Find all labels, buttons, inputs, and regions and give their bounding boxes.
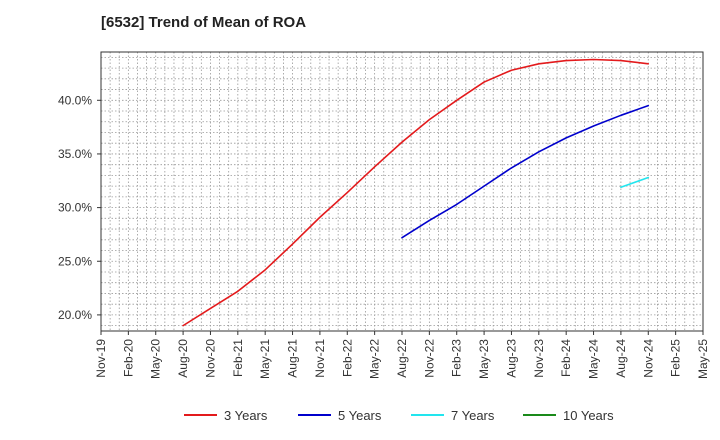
legend: 3 Years 5 Years 7 Years 10 Years (184, 408, 614, 423)
x-tick-label: Aug-20 (176, 339, 190, 378)
x-tick-label: May-24 (587, 339, 601, 379)
x-tick-label: Feb-24 (559, 339, 573, 377)
chart-title: [6532] Trend of Mean of ROA (101, 14, 307, 31)
plot-area (100, 51, 704, 332)
x-tick-label: Nov-24 (641, 339, 655, 378)
x-tick-label: May-23 (477, 339, 491, 379)
series-line-5-years (401, 104, 650, 239)
axes: 20.0% 25.0% 30.0% 35.0% 40.0% Nov-19 Feb-20 May… (58, 93, 710, 379)
series-lines (182, 58, 650, 327)
legend-label-3-years: 3 Years (224, 408, 268, 423)
x-tick-label: Aug-22 (395, 339, 409, 378)
legend-label-7-years: 7 Years (451, 408, 495, 423)
x-tick-label: Feb-21 (231, 339, 245, 377)
legend-label-5-years: 5 Years (338, 408, 382, 423)
series-line-3-years (182, 58, 650, 327)
x-tick-label: Nov-22 (422, 339, 436, 378)
x-tick-label: May-22 (368, 339, 382, 379)
series-line-7-years (620, 176, 650, 189)
x-tick-label: Nov-20 (203, 339, 217, 378)
x-tick-label: Aug-24 (614, 339, 628, 378)
grid (101, 52, 703, 331)
x-tick-label: Aug-23 (504, 339, 518, 378)
y-tick-label: 25.0% (58, 254, 92, 268)
x-tick-label: Nov-21 (313, 339, 327, 378)
x-tick-label: Feb-23 (450, 339, 464, 377)
y-tick-label: 35.0% (58, 147, 92, 161)
y-tick-label: 40.0% (58, 93, 92, 107)
y-tick-label: 20.0% (58, 308, 92, 322)
y-tick-label: 30.0% (58, 201, 92, 215)
x-tick-label: May-25 (696, 339, 710, 379)
legend-label-10-years: 10 Years (563, 408, 614, 423)
x-tick-label: Feb-22 (340, 339, 354, 377)
x-tick-label: Nov-23 (532, 339, 546, 378)
x-tick-label: Nov-19 (94, 339, 108, 378)
x-tick-label: Feb-20 (121, 339, 135, 377)
x-tick-label: Feb-25 (669, 339, 683, 377)
x-tick-label: May-20 (149, 339, 163, 379)
x-tick-label: Aug-21 (286, 339, 300, 378)
x-tick-label: May-21 (258, 339, 272, 379)
